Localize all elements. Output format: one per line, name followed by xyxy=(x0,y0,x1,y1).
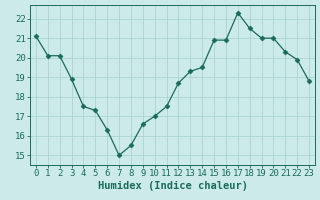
X-axis label: Humidex (Indice chaleur): Humidex (Indice chaleur) xyxy=(98,181,247,191)
